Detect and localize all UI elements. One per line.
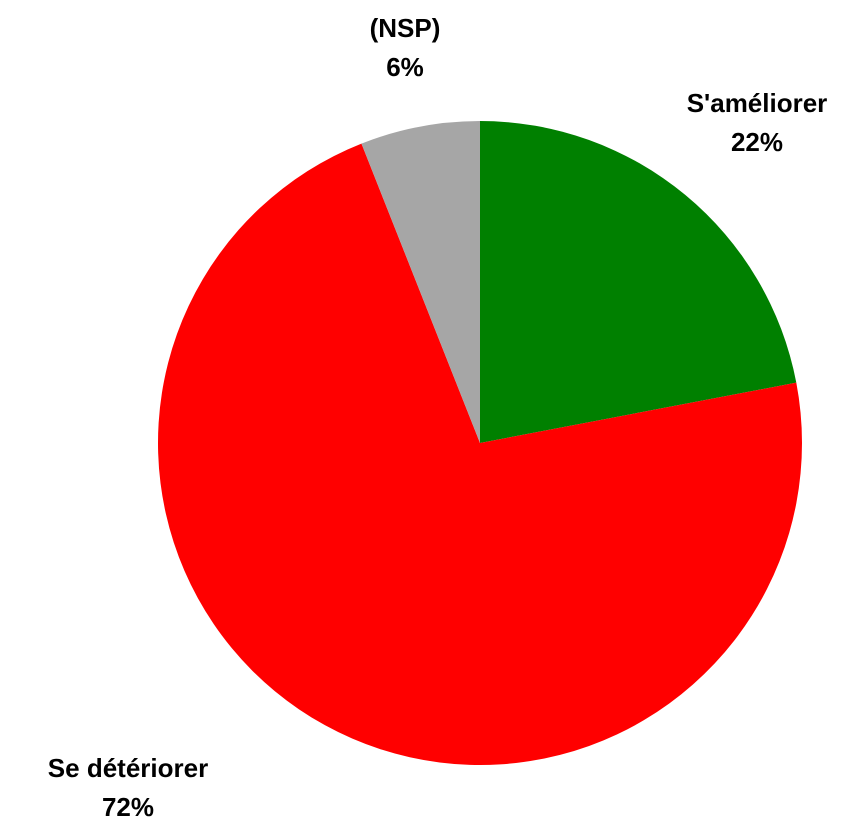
pie-slice: [157, 143, 802, 766]
slice-value-label: 22%: [731, 127, 783, 157]
pie-slice: [480, 121, 797, 443]
slice-value-label: 6%: [386, 52, 424, 82]
slice-label: (NSP): [370, 13, 441, 43]
slice-label: Se détériorer: [48, 753, 208, 783]
slice-value-label: 72%: [102, 792, 154, 822]
pie-slice: [361, 121, 480, 443]
slice-label: S'améliorer: [687, 88, 828, 118]
